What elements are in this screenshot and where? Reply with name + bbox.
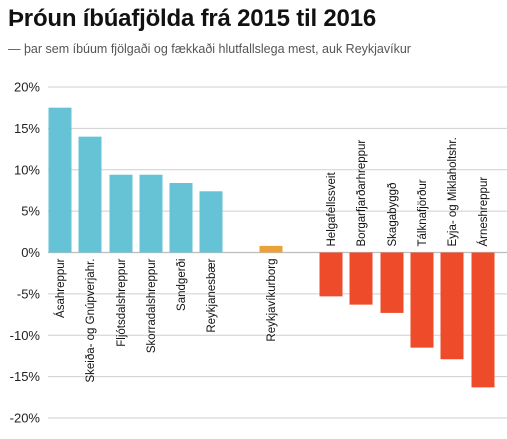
- y-axis-ticks: 20% 15% 10% 5% 0% -5% -10% -15% -20%: [10, 80, 41, 426]
- chart-subtitle: — þar sem íbúum fjölgaði og fækkaði hlut…: [8, 42, 411, 56]
- bar-decrease: [440, 252, 464, 360]
- category-label: Borgarfjarðarhreppur: [356, 140, 368, 247]
- y-tick-label: -5%: [17, 286, 41, 301]
- y-tick-label: 20%: [14, 80, 40, 95]
- bar-increase: [139, 174, 163, 253]
- category-label: Skeiða- og Gnúpverjahr.: [85, 259, 97, 383]
- bars: [48, 107, 495, 388]
- bar-increase: [199, 191, 223, 253]
- bar-decrease: [380, 252, 404, 313]
- bar-increase: [78, 136, 102, 253]
- bar-reykjavik: [259, 245, 283, 253]
- category-label: Skorradalshreppur: [146, 258, 158, 353]
- category-label: Tálknafjörður: [417, 179, 429, 246]
- bar-increase: [109, 174, 133, 253]
- grid-lines: [48, 86, 507, 419]
- y-tick-label: 15%: [14, 121, 40, 136]
- chart-title: Þróun íbúafjölda frá 2015 til 2016: [8, 5, 376, 32]
- bar-decrease: [471, 252, 495, 388]
- y-tick-label: -20%: [10, 411, 41, 426]
- y-tick-label: 5%: [21, 204, 40, 219]
- bar-increase: [48, 107, 72, 253]
- category-labels: Ásahreppur Skeiða- og Gnúpverjahr. Fljótsd…: [54, 137, 490, 382]
- bar-decrease: [349, 252, 373, 305]
- y-tick-label: 0%: [21, 245, 40, 260]
- category-label: Eyja- og Miklaholtshr.: [447, 137, 459, 246]
- category-label: Reykjanesbær: [206, 258, 218, 332]
- category-label: Fljótsdalshreppur: [116, 258, 128, 346]
- category-label: Skagabyggð: [387, 183, 399, 247]
- y-tick-label: -15%: [10, 369, 41, 384]
- y-tick-label: 10%: [14, 162, 40, 177]
- bar-decrease: [410, 252, 434, 348]
- y-tick-label: -10%: [10, 328, 41, 343]
- category-label: Árneshreppur: [477, 177, 490, 247]
- bar-increase: [169, 182, 193, 253]
- category-label: Reykjavíkurborg: [266, 259, 278, 342]
- category-label: Helgafellssveit: [326, 172, 338, 247]
- category-label: Sandgerði: [176, 259, 188, 311]
- category-label: Ásahreppur: [54, 258, 67, 318]
- bar-decrease: [319, 252, 343, 297]
